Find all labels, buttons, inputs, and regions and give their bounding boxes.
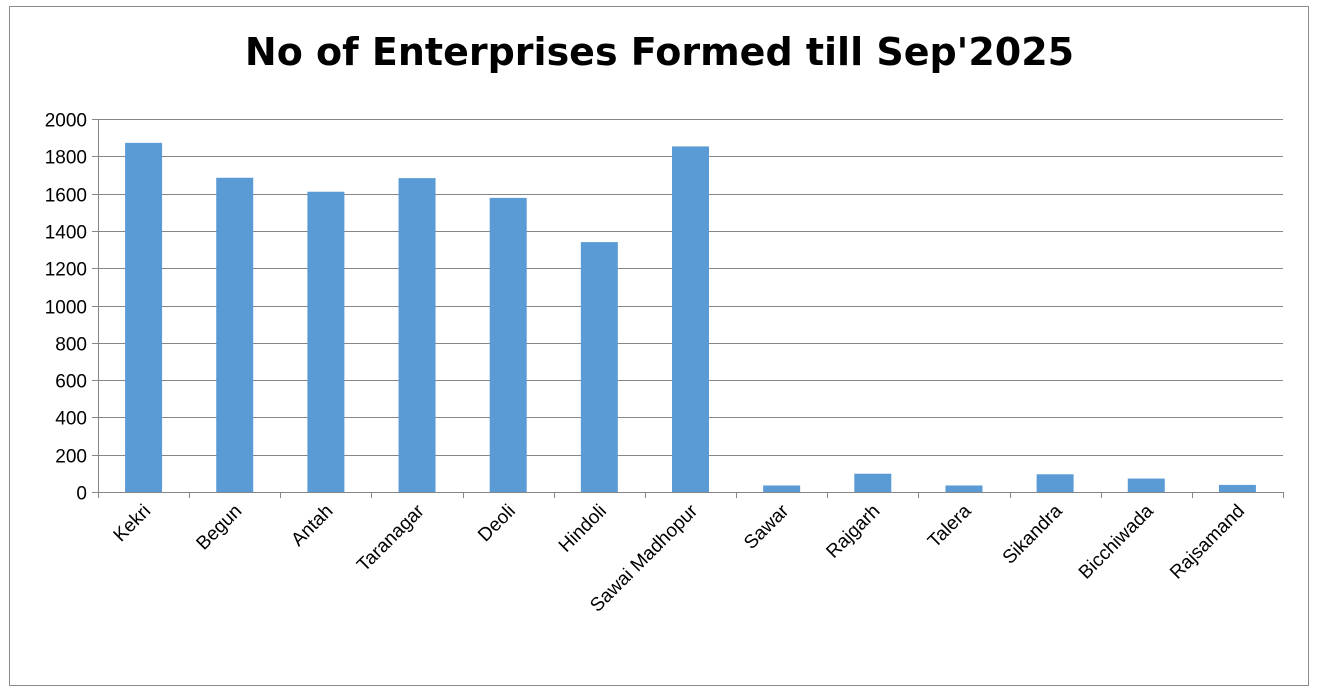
bar-taranagar [398, 178, 436, 493]
bar-sawai-madhopur [672, 146, 709, 492]
bars [125, 142, 1256, 493]
x-tick-label: Sawar [740, 500, 793, 553]
x-tick-label: Rajsamand [1166, 501, 1249, 584]
x-tick-label: Hindoli [555, 501, 611, 557]
y-tick-label: 1400 [45, 223, 87, 244]
bar-rajsamand [1218, 484, 1256, 492]
bar-antah [307, 191, 345, 493]
bar-bicchiwada [1127, 478, 1165, 492]
x-tick-labels: Kekri Begun Antah Taranagar Deoli Hindoli Sawa… [110, 500, 1249, 616]
bar-kekri [125, 142, 163, 492]
bar-deoli [489, 197, 527, 492]
y-tick-label: 2000 [45, 111, 87, 132]
axes [92, 119, 1284, 498]
x-tick-label: Taranagar [353, 500, 429, 576]
x-tick-label: Begun [193, 501, 247, 555]
bar-rajgarh [854, 473, 892, 492]
y-tick-label: 1200 [45, 260, 87, 281]
y-tick-label: 400 [55, 409, 87, 430]
x-tick-label: Sikandra [999, 500, 1067, 568]
x-tick-label: Deoli [474, 501, 519, 546]
x-tick-label: Talera [924, 500, 976, 552]
bar-sikandra [1036, 474, 1074, 492]
y-tick-label: 1800 [45, 148, 87, 169]
y-tick-label: 600 [55, 372, 87, 393]
chart-title: No of Enterprises Formed till Sep'2025 [244, 30, 1075, 74]
x-tick-label: Rajgarh [822, 501, 884, 563]
y-tick-label: 0 [76, 484, 87, 505]
y-tick-label: 1000 [45, 298, 87, 319]
bar-sawar [763, 485, 801, 492]
y-tick-label: 200 [55, 447, 87, 468]
x-tick-label: Antah [287, 501, 337, 551]
x-tick-label: Kekri [110, 501, 155, 546]
y-tick-label: 1600 [45, 186, 87, 207]
y-tick-label: 800 [55, 335, 87, 356]
y-tick-labels: 0 200 400 600 800 1000 1200 1400 1600 1800 2000 [45, 111, 87, 505]
bar-begun [216, 177, 254, 492]
bar-hindoli [580, 242, 618, 492]
x-tick-label: Bicchiwada [1075, 500, 1158, 583]
bar-talera [945, 485, 983, 492]
